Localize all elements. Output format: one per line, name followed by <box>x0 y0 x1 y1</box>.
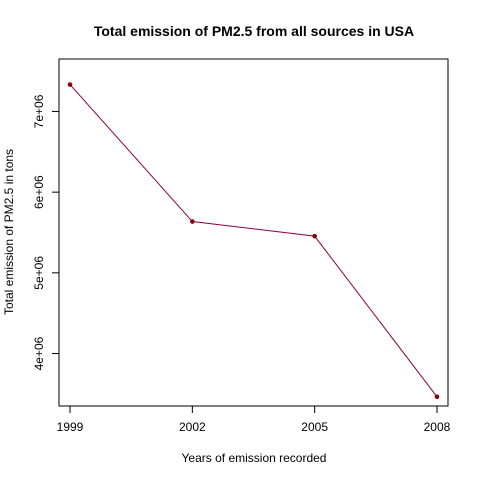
series-line <box>69 84 438 398</box>
data-point <box>190 219 195 224</box>
x-tick-label: 2005 <box>301 420 328 434</box>
x-axis: 1999 2002 2005 2008 <box>57 405 451 434</box>
data-point <box>434 394 440 400</box>
x-tick-label: 2002 <box>179 420 206 434</box>
x-axis-title: Years of emission recorded <box>182 451 327 465</box>
y-axis-title: Total emission of PM2.5 in tons <box>2 149 16 315</box>
y-tick-label: 6e+06 <box>32 175 46 209</box>
series-layer <box>67 82 440 400</box>
y-tick-label: 4e+06 <box>32 336 46 370</box>
y-tick-label: 7e+06 <box>32 94 46 128</box>
x-tick-label: 2008 <box>424 420 451 434</box>
data-point <box>67 82 73 87</box>
y-tick-label: 5e+06 <box>32 256 46 290</box>
y-axis: 4e+06 5e+06 6e+06 7e+06 <box>32 94 60 370</box>
data-point <box>312 233 317 239</box>
x-tick-label: 1999 <box>57 420 84 434</box>
chart-title: Total emission of PM2.5 from all sources… <box>94 23 414 39</box>
